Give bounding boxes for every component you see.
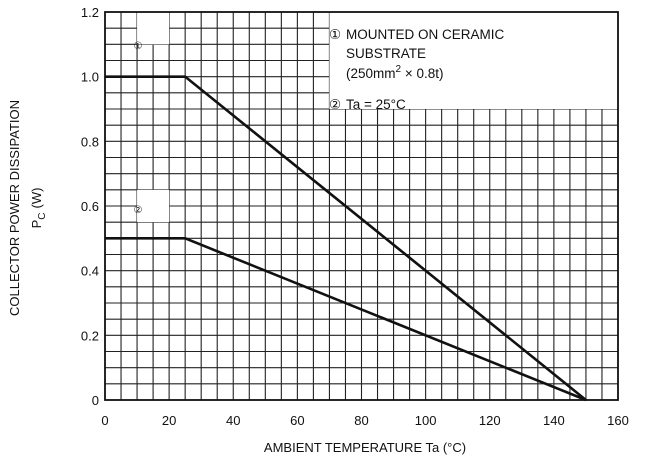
note-1-marker: ① <box>329 27 341 42</box>
note-2-text: Ta = 25°C <box>346 97 406 112</box>
x-tick-label: 80 <box>354 413 368 428</box>
note-1-line-3-sup: 2 <box>396 64 402 75</box>
y-tick-label: 0.6 <box>81 199 99 214</box>
notes-box-background <box>329 12 618 109</box>
y-axis-unit: (W) <box>29 188 44 209</box>
series-1-marker: ① <box>134 41 143 52</box>
series-2-marker-background <box>137 189 170 223</box>
tick-labels: 0 20 40 60 80 100 120 140 160 0 0.2 0.4 0.6 0.8 1.0 1.2 <box>81 5 629 428</box>
x-axis-label: AMBIENT TEMPERATURE Ta (°C) <box>264 440 466 455</box>
x-tick-label: 40 <box>226 413 240 428</box>
y-tick-label: 0 <box>92 393 99 408</box>
x-tick-label: 160 <box>607 413 629 428</box>
x-tick-label: 20 <box>162 413 176 428</box>
y-axis-label-line-2: PC (W) <box>29 188 48 229</box>
x-tick-label: 100 <box>415 413 437 428</box>
series-2-marker: ② <box>134 205 143 216</box>
y-tick-label: 0.2 <box>81 328 99 343</box>
y-axis-symbol: P <box>29 220 44 229</box>
note-1-line-1: MOUNTED ON CERAMIC <box>346 27 505 42</box>
note-1-line-3-pre: (250mm <box>346 66 396 81</box>
x-tick-label: 60 <box>290 413 304 428</box>
series-2-line <box>105 237 587 402</box>
y-tick-label: 1.0 <box>81 70 99 85</box>
series-1-marker-background <box>137 12 170 45</box>
series-1-line <box>105 75 587 402</box>
x-tick-label: 120 <box>479 413 501 428</box>
annotation-backgrounds <box>137 12 618 223</box>
x-tick-label: 0 <box>101 413 108 428</box>
y-tick-label: 0.4 <box>81 264 99 279</box>
x-tick-label: 140 <box>543 413 565 428</box>
y-tick-label: 0.8 <box>81 134 99 149</box>
note-2-marker: ② <box>329 97 341 112</box>
note-1-line-3-post: × 0.8t) <box>401 66 443 81</box>
series-lines <box>105 75 587 402</box>
plot-frame <box>104 11 619 401</box>
y-tick-label: 1.2 <box>81 5 99 20</box>
y-axis-symbol-subscript: C <box>37 213 48 220</box>
note-1-line-3: (250mm2 × 0.8t) <box>346 64 443 81</box>
y-axis-label-line-1: COLLECTOR POWER DISSIPATION <box>7 100 22 316</box>
note-1-line-2: SUBSTRATE <box>346 46 426 61</box>
